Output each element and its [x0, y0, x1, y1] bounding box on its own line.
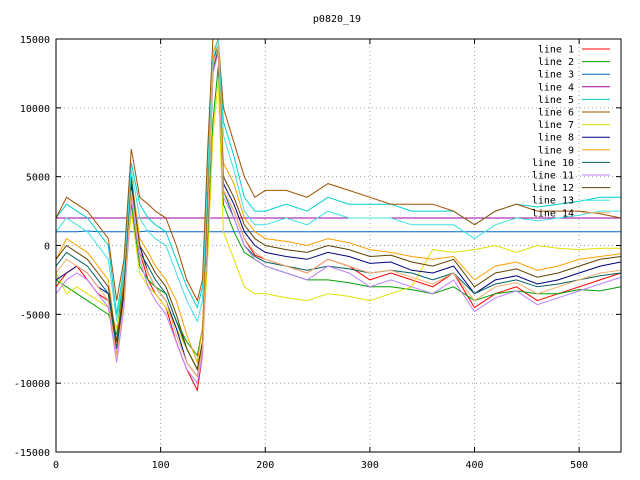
series-line-8 — [56, 45, 621, 378]
y-tick-label: -10000 — [14, 379, 50, 390]
tick-labels: -15000 -10000 -5000 0 5000 10000 15000 0 100 200 3… — [14, 35, 621, 471]
series-line-9 — [56, 39, 621, 365]
y-tick-label: 10000 — [20, 104, 50, 115]
legend-label: line 13 — [532, 196, 574, 207]
series-line-14 — [56, 45, 621, 378]
plot-area — [56, 39, 621, 392]
y-tick-label: -5000 — [20, 310, 50, 321]
x-tick-label: 0 — [53, 460, 59, 471]
series-line-7 — [56, 80, 621, 371]
y-tick-label: 0 — [44, 242, 50, 253]
legend-label: line 6 — [538, 108, 574, 119]
legend-label: line 11 — [532, 171, 574, 182]
legend-label: line 3 — [538, 70, 574, 81]
series-line-1 — [56, 52, 621, 392]
x-tick-label: 300 — [361, 460, 379, 471]
series-line-6 — [56, 39, 621, 303]
x-tick-label: 500 — [570, 460, 588, 471]
legend-label: line 4 — [538, 82, 574, 93]
series-line-13 — [56, 39, 621, 323]
y-tick-label: 15000 — [20, 35, 50, 46]
legend-label: line 7 — [538, 120, 574, 131]
plot-frame — [55, 38, 622, 453]
y-tick-label: -15000 — [14, 448, 50, 459]
x-tick-label: 400 — [465, 460, 483, 471]
legend-label: line 14 — [532, 208, 574, 219]
legend-label: line 9 — [538, 145, 574, 156]
series-line-11 — [56, 52, 621, 385]
legend-label: line 10 — [532, 158, 574, 169]
y-tick-label: 5000 — [26, 173, 50, 184]
x-tick-label: 100 — [152, 460, 170, 471]
legend-label: line 12 — [532, 183, 574, 194]
legend-label: line 2 — [538, 57, 574, 68]
series-line-3 — [56, 230, 621, 233]
series-line-12 — [56, 45, 621, 371]
chart-title: p0820_19 — [313, 14, 361, 25]
legend-label: line 5 — [538, 95, 574, 106]
legend-label: line 8 — [538, 133, 574, 144]
legend-label: line 1 — [538, 45, 574, 56]
grid — [56, 39, 621, 452]
x-tick-label: 200 — [256, 460, 274, 471]
